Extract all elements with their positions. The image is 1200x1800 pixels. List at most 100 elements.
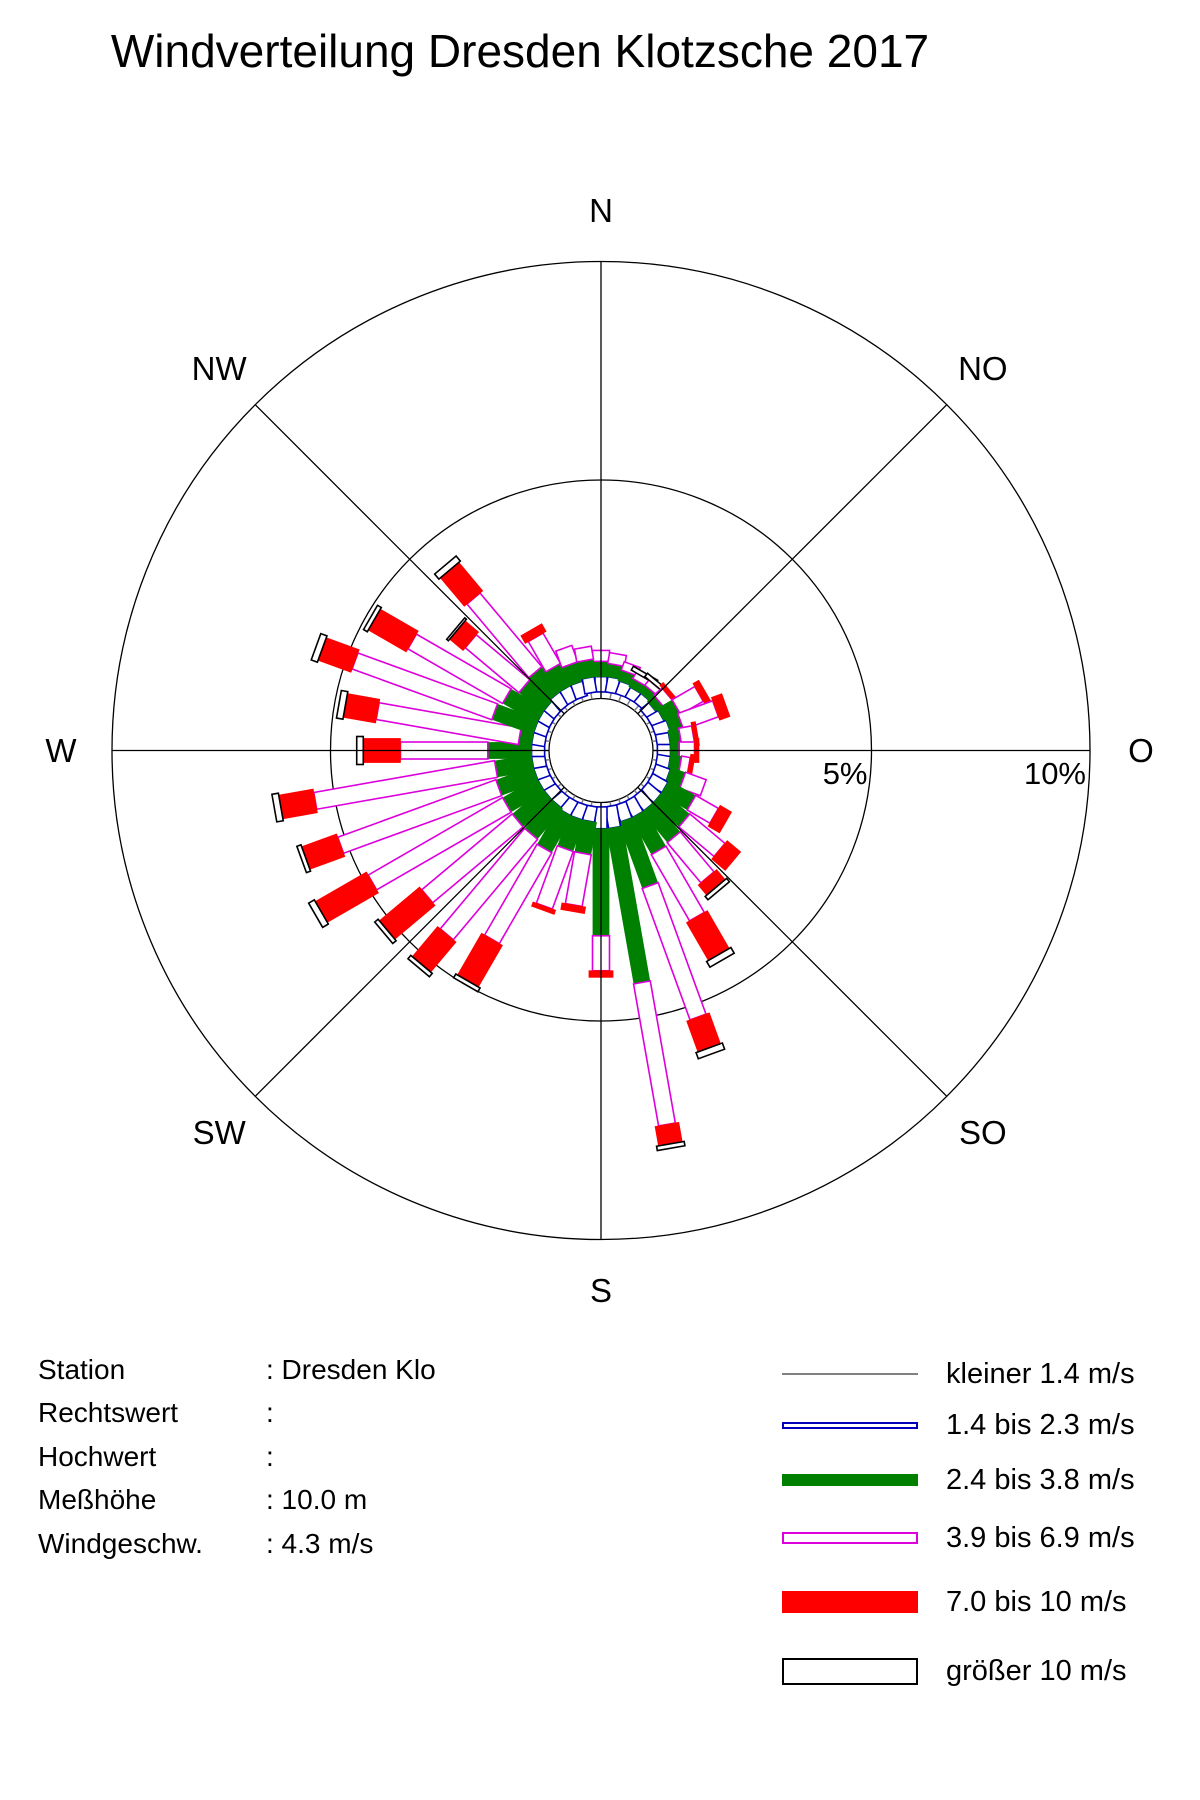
- segment-class-1: [590, 692, 593, 700]
- segment-class-6: [655, 1140, 686, 1152]
- legend-label: größer 10 m/s: [946, 1654, 1127, 1687]
- wind-rose-spoke-250: [295, 763, 553, 874]
- info-row-station: Station : Dresden Klo: [38, 1348, 468, 1392]
- segment-class-4: [606, 651, 628, 668]
- chart-title: Windverteilung Dresden Klotzsche 2017: [110, 25, 930, 77]
- compass-label-W: W: [45, 732, 77, 769]
- wind-rose-spoke-310: [445, 616, 563, 720]
- legend-item: 3.9 bis 6.9 m/s: [782, 1516, 1135, 1560]
- legend-label: 1.4 bis 2.3 m/s: [946, 1408, 1135, 1441]
- legend-label: 7.0 bis 10 m/s: [946, 1585, 1127, 1618]
- segment-class-4: [632, 980, 677, 1127]
- wind-rose-spoke-290: [310, 632, 553, 738]
- wind-rose-spoke-230: [373, 781, 563, 945]
- legend-label: 2.4 bis 3.8 m/s: [946, 1463, 1135, 1496]
- wind-rose-spoke-140: [631, 788, 731, 901]
- calm-circle: [548, 697, 654, 804]
- segment-class-6: [433, 554, 462, 581]
- segment-class-6: [335, 689, 349, 721]
- segment-class-6: [373, 918, 398, 945]
- segment-class-1: [633, 705, 640, 712]
- axis-ray-135: [637, 786, 948, 1097]
- segment-class-6: [406, 954, 434, 978]
- ring-label-5%: 5%: [823, 756, 868, 791]
- segment-class-5: [314, 871, 379, 923]
- axis-ray-45: [637, 404, 948, 715]
- wind-rose-spoke-170: [603, 801, 686, 1152]
- wind-rose-spoke-330: [520, 623, 580, 706]
- legend-item: 1.4 bis 2.3 m/s: [782, 1403, 1135, 1447]
- compass-labels: N NO O SO S SW W NW: [45, 192, 1153, 1309]
- info-value: :: [266, 1397, 282, 1429]
- ring-labels: 5% 10%: [823, 756, 1086, 791]
- legend-item: größer 10 m/s: [782, 1649, 1127, 1693]
- wind-rose-spoke-130: [639, 781, 742, 871]
- segment-class-2: [581, 675, 598, 695]
- legend-swatch-line: [782, 1373, 918, 1375]
- segment-class-4: [573, 645, 595, 663]
- segment-class-1: [609, 692, 612, 700]
- direction-bars: [271, 554, 742, 1152]
- segment-class-6: [271, 792, 285, 823]
- segment-class-5: [278, 788, 318, 820]
- segment-class-6: [307, 898, 330, 929]
- legend-item: 2.4 bis 3.8 m/s: [782, 1458, 1135, 1502]
- info-label: Hochwert: [38, 1440, 157, 1472]
- wind-rose-spoke-220: [406, 788, 571, 978]
- segment-class-5: [560, 902, 587, 914]
- info-value: :: [266, 1440, 282, 1472]
- legend-swatch-outline: [782, 1657, 918, 1685]
- info-label: Station: [38, 1353, 126, 1385]
- wind-rose-spoke-150: [622, 795, 736, 969]
- ring-label-10%: 10%: [1024, 756, 1086, 791]
- segment-class-6: [452, 972, 482, 993]
- wind-rose-spoke-210: [452, 795, 580, 993]
- info-label: Windgeschw.: [38, 1527, 203, 1559]
- wind-rose-spoke-200: [531, 799, 589, 915]
- info-row-mehhe: Meßhöhe: 10.0 m: [38, 1479, 468, 1523]
- legend-swatch-fill: [782, 1474, 918, 1486]
- compass-label-SW: SW: [193, 1114, 247, 1151]
- compass-label-SO: SO: [959, 1114, 1007, 1151]
- wind-rose-spoke-340: [554, 644, 589, 702]
- segment-class-6: [705, 946, 736, 969]
- segment-class-5: [342, 693, 381, 724]
- segment-class-6: [695, 1041, 726, 1060]
- axis-ray-225: [254, 786, 565, 1097]
- segment-class-1: [618, 695, 622, 702]
- legend-swatch-outline: [782, 1532, 918, 1544]
- segment-class-6: [704, 877, 731, 901]
- legend-swatch-fill: [782, 1591, 918, 1613]
- wind-rose-spoke-260: [271, 753, 550, 823]
- segment-class-5: [710, 693, 731, 721]
- compass-axes: [112, 261, 1090, 1240]
- legend-item: 7.0 bis 10 m/s: [782, 1580, 1127, 1624]
- legend-swatch-outline: [782, 1421, 918, 1429]
- compass-label-N: N: [589, 192, 613, 229]
- info-row-rechtswert: Rechtswert:: [38, 1392, 468, 1436]
- compass-label-NO: NO: [958, 350, 1008, 387]
- segment-class-6: [445, 616, 468, 642]
- info-label: Meßhöhe: [38, 1484, 157, 1516]
- wind-rose-spoke-240: [307, 772, 557, 929]
- info-value: : Dresden Klo: [266, 1353, 436, 1385]
- info-label: Rechtswert: [38, 1397, 179, 1429]
- legend-item: kleiner 1.4 m/s: [782, 1352, 1135, 1396]
- compass-label-S: S: [590, 1272, 612, 1309]
- info-row-hochwert: Hochwert:: [38, 1435, 468, 1479]
- segment-class-5: [707, 804, 733, 834]
- compass-label-NW: NW: [192, 350, 248, 387]
- station-info-block: Station : Dresden Klo Rechtswert: Hochwert…: [38, 1348, 468, 1566]
- segment-class-5: [531, 901, 557, 915]
- segment-class-1: [626, 699, 631, 706]
- info-row-windgeschw: Windgeschw.: 4.3 m/s: [38, 1522, 468, 1566]
- legend-label: kleiner 1.4 m/s: [946, 1357, 1135, 1390]
- wind-rose-spoke-100: [652, 753, 696, 780]
- segment-class-5: [711, 840, 742, 871]
- wind-rose-spoke-350: [573, 645, 598, 700]
- compass-label-O: O: [1128, 732, 1154, 769]
- axis-ray-315: [254, 404, 565, 715]
- segment-class-6: [362, 604, 383, 633]
